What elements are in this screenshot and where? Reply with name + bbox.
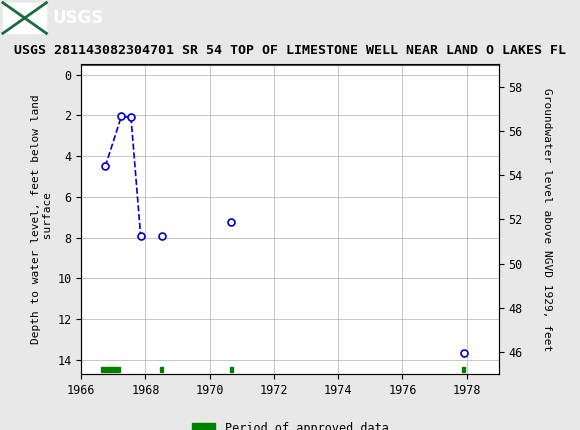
Bar — [160, 367, 163, 372]
Y-axis label: Depth to water level, feet below land
 surface: Depth to water level, feet below land su… — [31, 95, 53, 344]
Bar — [462, 367, 465, 372]
Y-axis label: Groundwater level above NGVD 1929, feet: Groundwater level above NGVD 1929, feet — [542, 88, 552, 351]
Bar — [230, 367, 233, 372]
Bar — [101, 367, 121, 372]
Legend: Period of approved data: Period of approved data — [187, 417, 393, 430]
Text: USGS 281143082304701 SR 54 TOP OF LIMESTONE WELL NEAR LAND O LAKES FL: USGS 281143082304701 SR 54 TOP OF LIMEST… — [14, 44, 566, 57]
Text: USGS: USGS — [52, 9, 103, 27]
FancyBboxPatch shape — [3, 3, 46, 33]
